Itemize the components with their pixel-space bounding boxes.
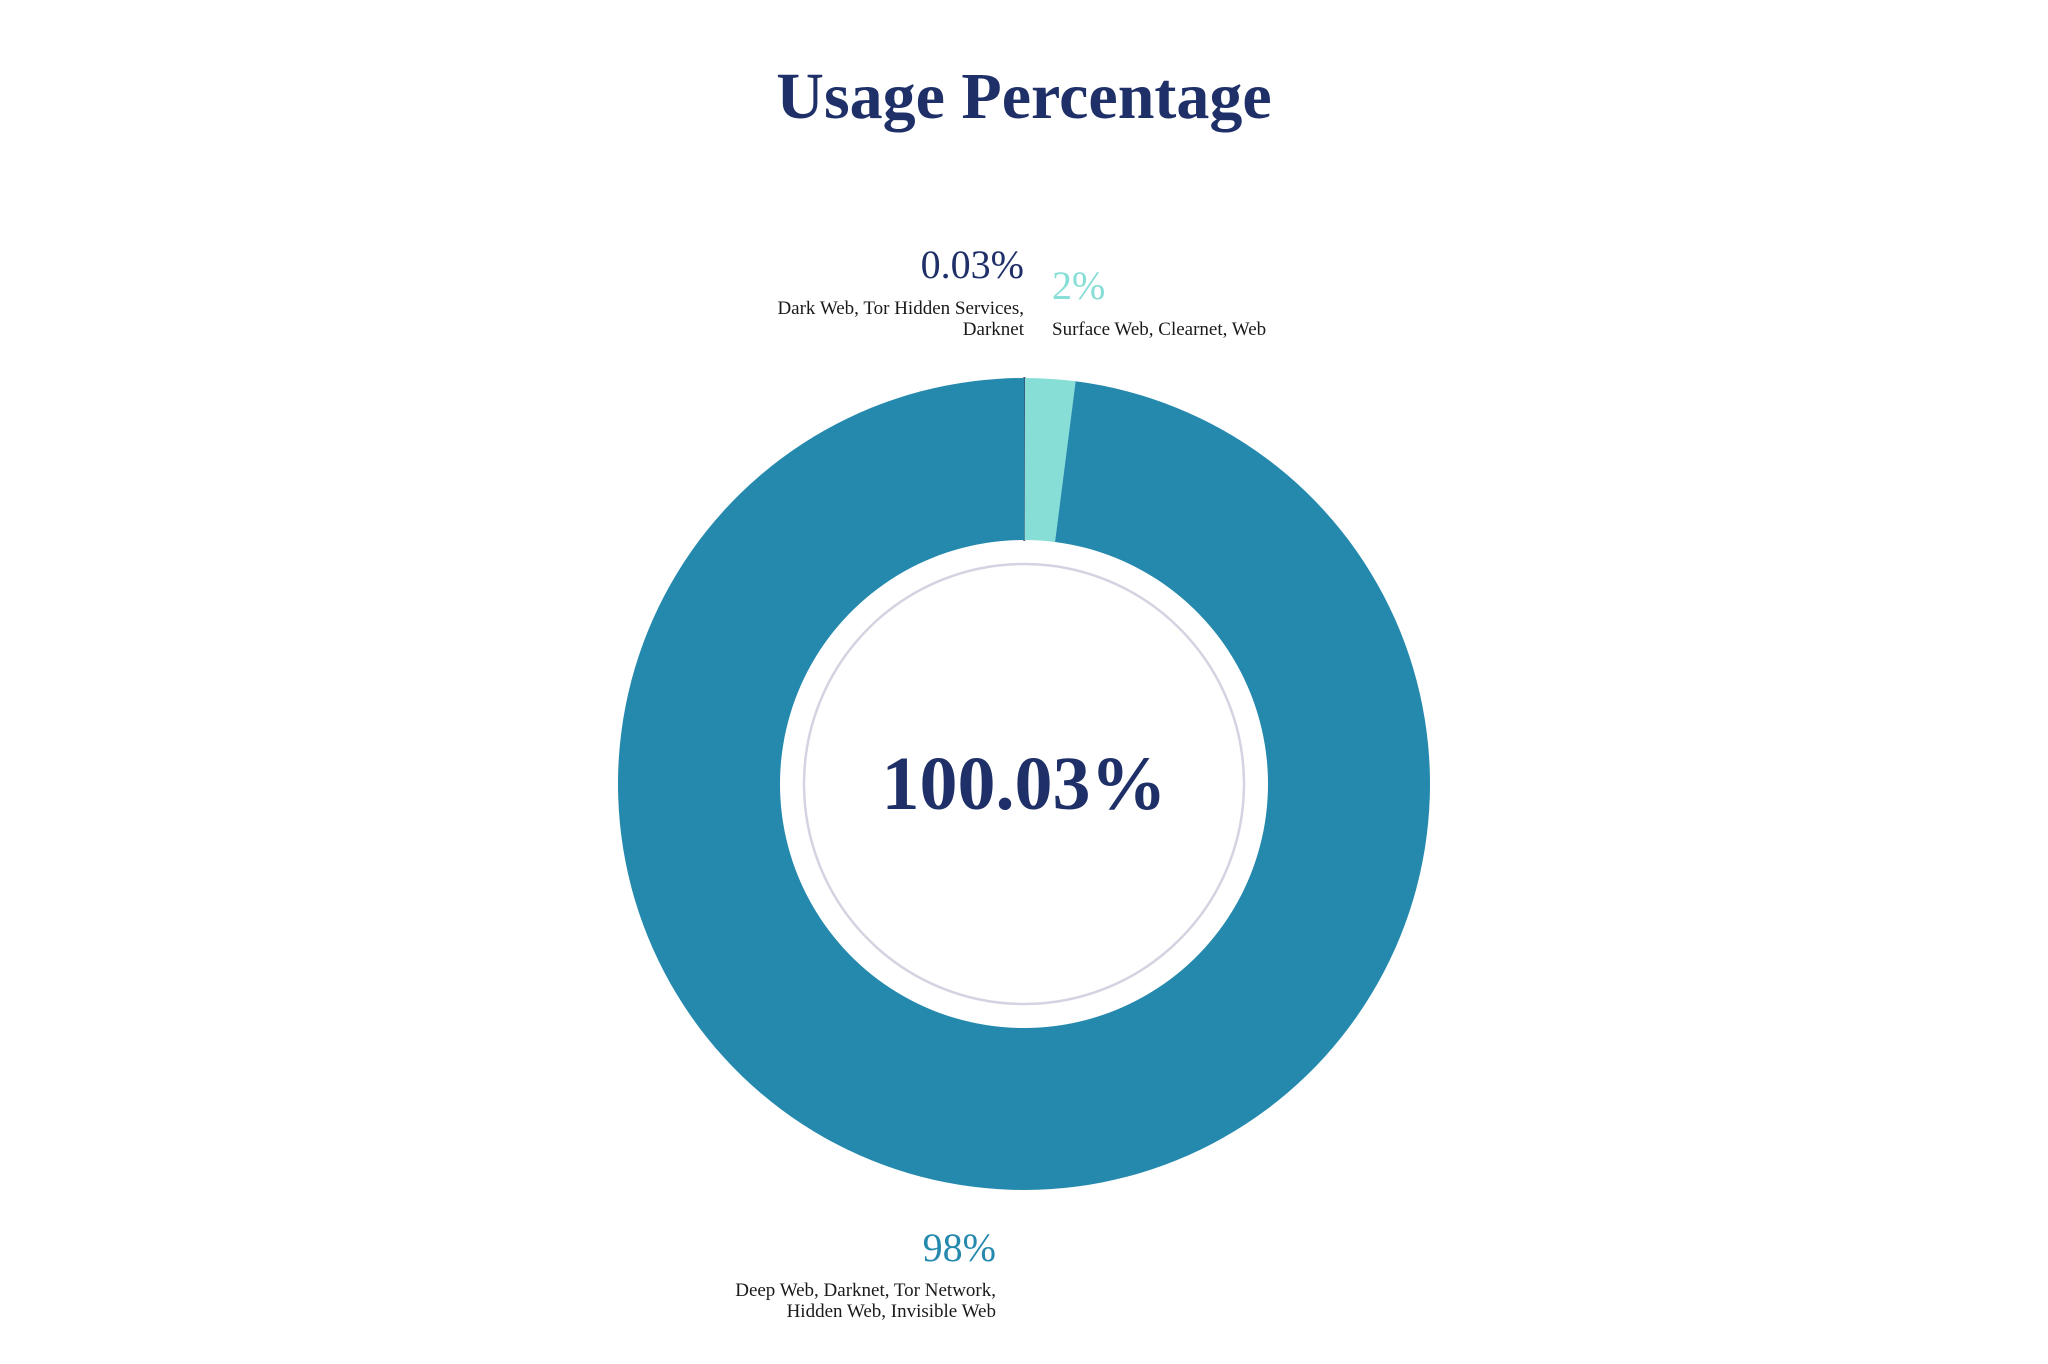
donut-slices — [618, 377, 1430, 1190]
slice-category-label: Darknet — [963, 319, 1025, 340]
inner-ring — [802, 562, 1246, 1006]
donut-slice — [1024, 378, 1076, 542]
chart-title: Usage Percentage — [776, 60, 1271, 133]
slice-category-label: Surface Web, Clearnet, Web — [1052, 319, 1266, 340]
slice-value-label: 0.03% — [921, 242, 1024, 287]
slice-value-label: 2% — [1052, 263, 1105, 308]
center-total-value: 100.03% — [882, 742, 1167, 826]
slice-category-label: Hidden Web, Invisible Web — [787, 1301, 996, 1322]
slice-category-label: Deep Web, Darknet, Tor Network, — [735, 1280, 996, 1301]
donut-slice — [618, 377, 1430, 1190]
slice-category-label: Dark Web, Tor Hidden Services, — [777, 298, 1024, 319]
slice-labels: 0.03% Dark Web, Tor Hidden Services,Darkn… — [735, 242, 1266, 1322]
slice-value-label: 98% — [923, 1225, 996, 1270]
